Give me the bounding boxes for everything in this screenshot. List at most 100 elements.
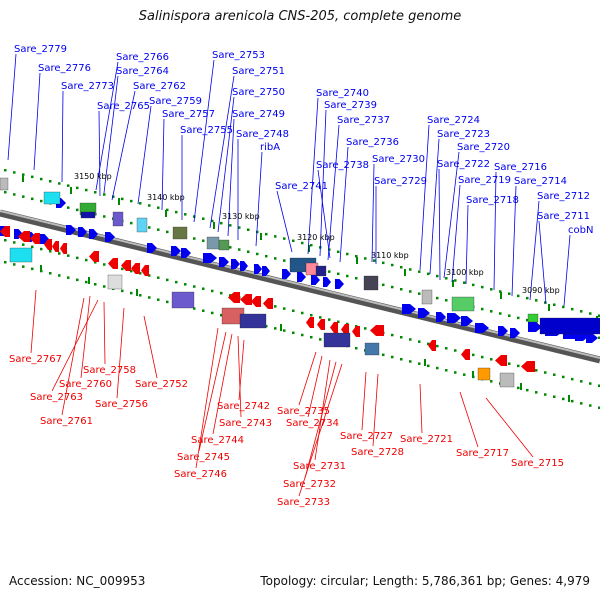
reverse-gene-label: Sare_2734 xyxy=(286,418,339,429)
tick-mark xyxy=(544,393,547,396)
tick-mark xyxy=(310,313,313,317)
tick-mark xyxy=(157,276,160,279)
tick-mark xyxy=(118,198,120,205)
reverse-gene-label: Sare_2744 xyxy=(191,435,244,446)
tick-mark xyxy=(409,268,412,271)
tick-mark xyxy=(148,204,151,207)
forward-gene-label: Sare_2722 xyxy=(437,159,490,170)
forward-gene-label: Sare_2757 xyxy=(162,109,215,120)
tick-mark xyxy=(13,171,16,174)
tick-mark xyxy=(391,285,394,289)
reverse-gene-arrow xyxy=(89,251,99,262)
reverse-leader-line xyxy=(372,373,379,447)
forward-leader-line xyxy=(193,59,215,223)
tick-mark xyxy=(148,274,151,277)
forward-gene-arrow xyxy=(66,225,76,235)
tick-mark xyxy=(49,250,52,253)
reverse-leader-line xyxy=(298,351,317,406)
tick-mark xyxy=(31,245,34,249)
forward-leader-line xyxy=(465,204,469,285)
tick-mark xyxy=(213,222,215,229)
tick-mark xyxy=(292,239,295,243)
tick-mark xyxy=(436,296,439,300)
gene-cluster-block xyxy=(112,211,124,227)
tick-mark xyxy=(382,353,385,357)
tick-mark xyxy=(292,309,295,313)
gene-labels: Sare_2779 Sare_2776 Sare_2773 Sare_2766 Sare… xyxy=(9,44,593,508)
tick-mark xyxy=(548,304,550,311)
tick-mark xyxy=(499,312,502,315)
reverse-leader-line xyxy=(30,289,37,354)
tick-mark xyxy=(274,327,277,330)
reverse-gene-arrow xyxy=(428,340,436,351)
tick-mark xyxy=(40,177,43,181)
tick-mark xyxy=(67,206,70,209)
reverse-gene-label: Sare_2745 xyxy=(177,452,230,463)
tick-mark xyxy=(265,254,268,258)
tick-mark xyxy=(88,277,90,284)
forward-gene-arrow xyxy=(335,279,344,289)
tick-mark xyxy=(463,281,466,284)
forward-gene-arrow xyxy=(461,316,473,326)
forward-leader-line xyxy=(7,53,17,161)
tick-mark xyxy=(355,254,358,258)
tick-mark xyxy=(94,283,97,286)
tick-mark xyxy=(445,299,448,302)
tick-mark xyxy=(202,309,205,312)
gene-cluster-block xyxy=(451,296,475,312)
forward-leader-line xyxy=(276,190,293,253)
tick-mark xyxy=(580,380,583,383)
tick-mark xyxy=(265,232,268,236)
reverse-gene-arrow xyxy=(352,326,360,337)
forward-gene-arrow xyxy=(586,333,598,343)
forward-gene-arrow xyxy=(475,323,489,333)
forward-gene-label: Sare_2738 xyxy=(316,160,369,171)
forward-leader-line xyxy=(327,124,340,261)
tick-mark xyxy=(589,404,592,407)
scale-label: 3120 kbp xyxy=(297,233,335,242)
tick-mark xyxy=(157,228,160,231)
forward-gene-arrow xyxy=(231,259,240,269)
reverse-gene-label: Sare_2715 xyxy=(511,458,564,469)
tick-mark xyxy=(499,290,502,293)
tick-mark xyxy=(517,294,520,298)
reverse-gene-label: Sare_2728 xyxy=(351,447,404,458)
gene-cluster-block xyxy=(206,236,220,250)
gene-cluster-block xyxy=(9,247,33,263)
tick-mark xyxy=(283,237,286,240)
forward-leader-line xyxy=(319,109,327,257)
tick-mark xyxy=(436,344,439,348)
label-leader-lines xyxy=(7,53,571,497)
forward-gene-label: Sare_2751 xyxy=(232,66,285,77)
tick-mark xyxy=(526,296,529,300)
reverse-gene-arrow xyxy=(461,349,470,360)
forward-gene-arrow xyxy=(282,269,291,279)
tick-mark xyxy=(274,305,277,308)
reverse-gene-arrow xyxy=(330,322,338,333)
reverse-leader-line xyxy=(361,371,367,431)
tick-mark xyxy=(454,371,457,374)
reverse-gene-arrow xyxy=(30,233,40,244)
tick-mark xyxy=(391,263,394,267)
tick-mark xyxy=(274,257,277,260)
gene-cluster-block xyxy=(323,332,351,348)
forward-gene-label: Sare_2714 xyxy=(514,176,567,187)
tick-mark xyxy=(382,283,385,287)
tick-mark xyxy=(211,219,214,223)
tick-mark xyxy=(94,261,97,264)
tick-mark xyxy=(508,314,511,317)
forward-gene-label: Sare_2730 xyxy=(372,154,425,165)
tick-mark xyxy=(67,184,70,187)
forward-gene-label: Sare_2755 xyxy=(180,125,233,136)
forward-gene-label: Sare_2712 xyxy=(537,191,590,202)
tick-mark xyxy=(202,287,205,290)
reverse-leader-line xyxy=(103,301,106,365)
tick-mark xyxy=(481,355,484,359)
gene-cluster-block xyxy=(539,317,600,335)
forward-gene-label: Sare_2720 xyxy=(457,142,510,153)
forward-gene-label: cobN xyxy=(568,225,593,236)
tick-mark xyxy=(337,272,340,276)
forward-leader-line xyxy=(227,118,235,237)
tick-mark xyxy=(166,300,169,304)
tick-mark xyxy=(490,358,493,361)
